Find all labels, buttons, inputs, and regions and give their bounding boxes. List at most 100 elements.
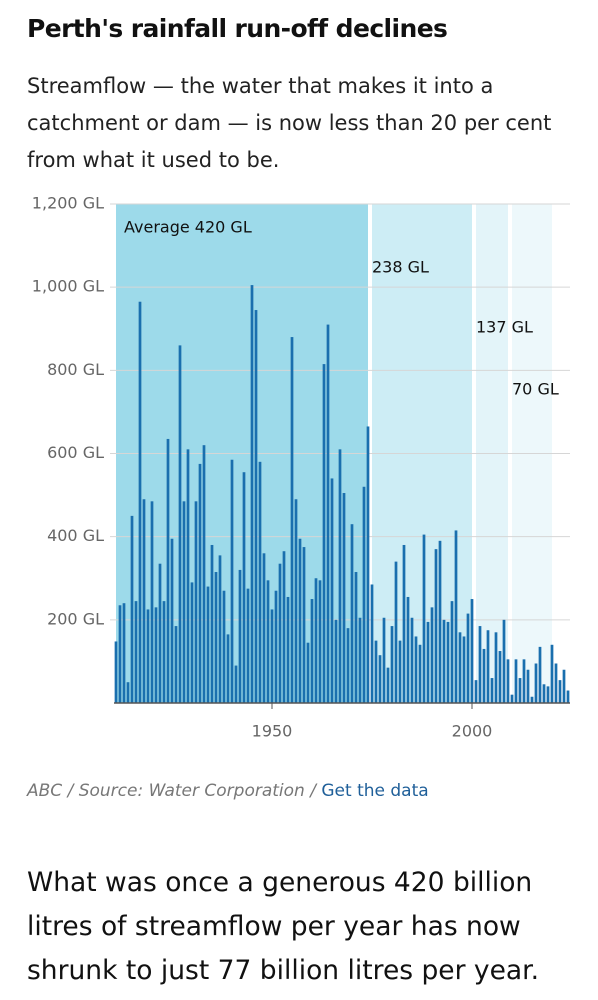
bar bbox=[454, 530, 458, 703]
bar bbox=[278, 563, 282, 703]
bar bbox=[350, 524, 354, 703]
bar bbox=[274, 590, 278, 703]
bar bbox=[342, 493, 346, 703]
bar bbox=[550, 644, 554, 703]
bar bbox=[118, 605, 122, 703]
bar bbox=[410, 617, 414, 703]
bar bbox=[286, 596, 290, 703]
bar bbox=[186, 449, 190, 703]
bar bbox=[446, 621, 450, 703]
bar bbox=[310, 599, 314, 703]
bar bbox=[330, 478, 334, 703]
bar bbox=[502, 619, 506, 703]
y-tick-label: 400 GL bbox=[47, 526, 104, 545]
bar bbox=[298, 538, 302, 703]
bar bbox=[198, 463, 202, 703]
bar bbox=[314, 578, 318, 703]
bar bbox=[154, 607, 158, 703]
chart: 200 GL 400 GL 600 GL 800 GL 1,000 GL 1,200 GL… bbox=[32, 194, 570, 741]
bar bbox=[538, 646, 542, 703]
bar bbox=[262, 553, 266, 703]
bar bbox=[354, 572, 358, 703]
bar bbox=[234, 665, 238, 703]
bar bbox=[258, 461, 262, 703]
bar bbox=[522, 659, 526, 703]
bar bbox=[214, 572, 218, 703]
bar bbox=[378, 655, 382, 703]
bar bbox=[438, 540, 442, 703]
bar bbox=[358, 617, 362, 703]
y-tick-label: 600 GL bbox=[47, 443, 104, 462]
y-tick-label: 800 GL bbox=[47, 360, 104, 379]
bar bbox=[486, 630, 490, 703]
bar bbox=[242, 472, 246, 703]
bar bbox=[394, 561, 398, 703]
period-label: 70 GL bbox=[512, 380, 559, 399]
bar bbox=[218, 555, 222, 703]
bar bbox=[418, 644, 422, 703]
bar bbox=[362, 486, 366, 703]
bar bbox=[422, 534, 426, 703]
bar bbox=[426, 621, 430, 703]
bar bbox=[166, 438, 170, 703]
y-tick-label: 1,200 GL bbox=[32, 194, 104, 213]
bar bbox=[290, 337, 294, 703]
bar bbox=[434, 549, 438, 703]
bar bbox=[174, 626, 178, 703]
bar bbox=[470, 599, 474, 703]
bar bbox=[246, 588, 250, 703]
bar bbox=[238, 569, 242, 703]
bar bbox=[254, 310, 258, 703]
bar bbox=[142, 499, 146, 703]
bar bbox=[430, 607, 434, 703]
bar bbox=[374, 640, 378, 703]
bar bbox=[130, 515, 134, 703]
bar bbox=[158, 563, 162, 703]
source: ABC / Source: Water Corporation / bbox=[27, 781, 316, 801]
bar bbox=[318, 580, 322, 703]
bar bbox=[498, 651, 502, 703]
bar bbox=[114, 641, 118, 703]
bar bbox=[182, 501, 186, 703]
bar bbox=[190, 582, 194, 703]
bar bbox=[206, 586, 210, 703]
bar bbox=[338, 449, 342, 703]
bar bbox=[302, 547, 306, 703]
bar bbox=[442, 619, 446, 703]
bar bbox=[386, 667, 390, 703]
bar bbox=[554, 663, 558, 703]
bar bbox=[414, 636, 418, 703]
period-label: Average 420 GL bbox=[124, 218, 252, 237]
bar bbox=[466, 613, 470, 703]
bar bbox=[162, 601, 166, 703]
bar bbox=[202, 445, 206, 703]
bar bbox=[138, 301, 142, 703]
bar bbox=[514, 659, 518, 703]
bar bbox=[250, 285, 254, 703]
bar bbox=[530, 696, 534, 703]
period-label: 137 GL bbox=[476, 318, 533, 337]
bar bbox=[406, 596, 410, 703]
bar bbox=[370, 584, 374, 703]
data-link[interactable]: Get the data bbox=[321, 781, 429, 801]
bar bbox=[490, 678, 494, 703]
bar bbox=[122, 603, 126, 703]
bar bbox=[210, 544, 214, 703]
bar bbox=[322, 364, 326, 703]
bar bbox=[402, 544, 406, 703]
bar bbox=[518, 678, 522, 703]
bar bbox=[266, 580, 270, 703]
period-label: 238 GL bbox=[372, 258, 429, 277]
bar bbox=[334, 619, 338, 703]
bar bbox=[534, 663, 538, 703]
bar bbox=[150, 501, 154, 703]
bar bbox=[542, 684, 546, 703]
bar bbox=[562, 669, 566, 703]
bar bbox=[222, 590, 226, 703]
bar bbox=[178, 345, 182, 703]
bar bbox=[382, 617, 386, 703]
bar bbox=[194, 501, 198, 703]
x-tick-label: 2000 bbox=[452, 722, 493, 741]
x-tick-label: 1950 bbox=[252, 722, 293, 741]
